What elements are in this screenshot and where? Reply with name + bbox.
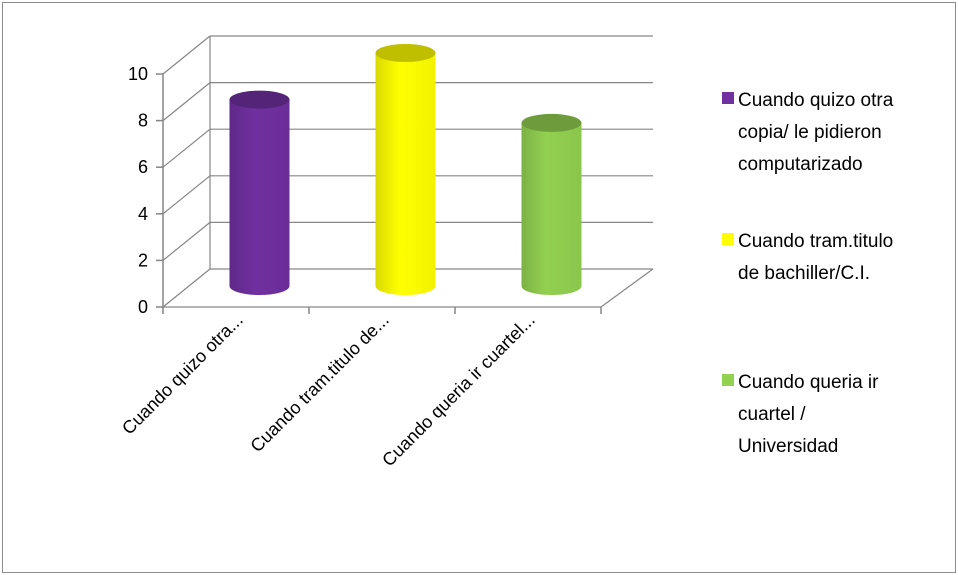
legend-label: Cuando tram.titulo — [738, 231, 893, 252]
legend-label: copia/ le pidieron — [738, 122, 882, 143]
legend-label: de bachiller/C.I. — [738, 263, 870, 284]
x-category-label: Cuando tram.titulo de... — [246, 310, 392, 456]
bar-cylinder-body — [375, 53, 436, 295]
legend-label: Universidad — [738, 436, 838, 457]
x-category-label: Cuando quizo otra... — [118, 310, 247, 439]
legend-label: Cuando queria ir — [738, 372, 879, 393]
chart-legend: Cuando quizo otra copia/ le pidieron compu… — [722, 90, 894, 457]
legend-swatch — [722, 374, 734, 386]
legend-swatch — [722, 233, 734, 245]
bar-2 — [375, 44, 436, 295]
y-tick-label: 8 — [138, 111, 148, 131]
legend-label: computarizado — [738, 154, 863, 175]
bar-cylinder-top — [521, 113, 582, 132]
y-tick-label: 6 — [138, 157, 148, 177]
y-tick-label: 2 — [138, 250, 148, 270]
bar-3 — [521, 113, 582, 296]
chart-axes: 0 2 4 6 8 10 — [128, 64, 602, 317]
bar-cylinder-body — [521, 122, 582, 296]
legend-swatch — [722, 92, 734, 104]
y-tick-label: 0 — [138, 297, 148, 317]
bar-cylinder-body — [229, 99, 290, 295]
legend-label: Cuando quizo otra — [738, 90, 894, 111]
floor-right-edge — [600, 268, 654, 308]
gridline-side — [162, 35, 211, 75]
y-tick-label: 4 — [138, 204, 148, 224]
legend-label: cuartel / — [738, 404, 806, 425]
legend-item: Cuando queria ir cuartel / Universidad — [722, 372, 879, 457]
x-axis-labels: Cuando quizo otra... Cuando tram.titulo d… — [118, 310, 539, 471]
gridline-side — [162, 175, 211, 215]
bar-cylinder-top — [375, 44, 436, 62]
x-category-label: Cuando queria ir cuartel... — [378, 310, 539, 471]
gridline-side — [162, 268, 211, 308]
legend-item: Cuando tram.titulo de bachiller/C.I. — [722, 231, 893, 284]
gridline-side — [162, 82, 211, 122]
bar-cylinder-top — [229, 90, 290, 109]
chart-bars — [229, 44, 582, 296]
bar-1 — [229, 90, 290, 295]
gridline-side — [162, 128, 211, 168]
legend-item: Cuando quizo otra copia/ le pidieron compu… — [722, 90, 894, 175]
y-tick-label: 10 — [128, 64, 148, 84]
gridline-side — [162, 221, 211, 261]
